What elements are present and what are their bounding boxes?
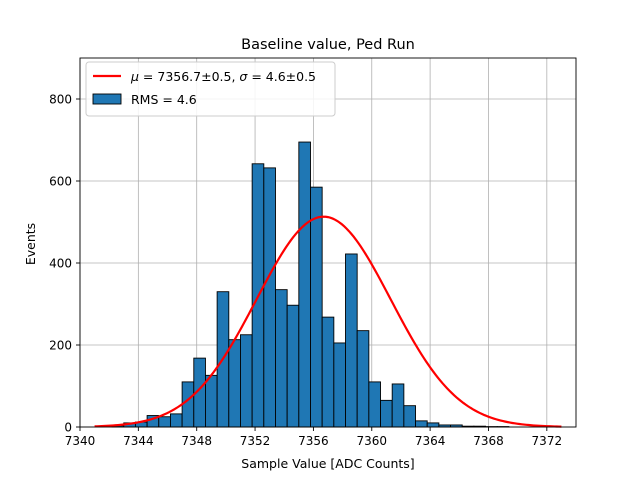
- y-tick-label: 200: [49, 339, 72, 353]
- histogram-bar: [228, 339, 241, 428]
- histogram-bar: [415, 420, 428, 428]
- histogram-bar: [380, 399, 393, 428]
- histogram-bar: [403, 405, 416, 428]
- histogram-bar: [333, 342, 346, 428]
- histogram-bars: [111, 141, 510, 428]
- histogram-bar: [169, 413, 183, 428]
- histogram-bar: [368, 381, 381, 428]
- legend-histogram-swatch: [92, 93, 122, 105]
- y-axis-ticks: 0 200 400 600 800: [49, 93, 80, 435]
- histogram-bar: [426, 422, 440, 428]
- histogram-bar: [321, 316, 335, 428]
- x-tick-label: 7348: [181, 434, 212, 448]
- histogram-bar: [240, 334, 253, 428]
- legend-sigma-value: = 4.6±0.5: [247, 69, 316, 84]
- x-tick-label: 7364: [415, 434, 446, 448]
- gaussian-fit-curve: [94, 215, 562, 428]
- histogram-bar: [263, 167, 276, 428]
- x-axis-ticks: 7340 7344 7348 7352 7356 7360 7364 7368 7372: [65, 427, 562, 448]
- x-tick-label: 7360: [356, 434, 387, 448]
- legend: μ = 7356.7±0.5, σ = 4.6±0.5 RMS = 4.6: [85, 61, 336, 117]
- plot-frame: [79, 57, 577, 428]
- histogram-bar: [205, 374, 218, 428]
- legend-box: [85, 61, 336, 117]
- x-tick-label: 7340: [65, 434, 96, 448]
- y-tick-label: 400: [49, 257, 72, 271]
- histogram-bar: [345, 253, 358, 428]
- legend-mu-value: = 7356.7±0.5,: [139, 69, 239, 84]
- y-tick-label: 800: [49, 93, 72, 107]
- histogram-bar: [356, 330, 370, 428]
- histogram-bar: [298, 141, 311, 428]
- histogram-bar: [181, 381, 195, 428]
- legend-sigma-symbol: σ: [239, 69, 248, 84]
- y-axis-label: Events: [23, 223, 38, 265]
- histogram-bar: [286, 304, 300, 428]
- x-tick-label: 7352: [240, 434, 271, 448]
- y-tick-label: 600: [49, 175, 72, 189]
- x-tick-label: 7368: [473, 434, 504, 448]
- x-tick-label: 7372: [532, 434, 563, 448]
- histogram-bar: [310, 186, 323, 428]
- x-tick-label: 7356: [298, 434, 329, 448]
- histogram-bar: [158, 416, 171, 428]
- x-tick-label: 7344: [123, 434, 154, 448]
- histogram-bar: [391, 383, 405, 428]
- legend-mu-symbol: μ: [130, 69, 139, 84]
- legend-fit-label: μ = 7356.7±0.5, σ = 4.6±0.5: [130, 69, 316, 84]
- histogram-bar: [275, 289, 288, 428]
- x-axis-label: Sample Value [ADC Counts]: [241, 456, 414, 471]
- y-tick-label: 0: [64, 421, 72, 435]
- legend-histogram-label: RMS = 4.6: [131, 92, 197, 107]
- chart-title: Baseline value, Ped Run: [241, 37, 415, 53]
